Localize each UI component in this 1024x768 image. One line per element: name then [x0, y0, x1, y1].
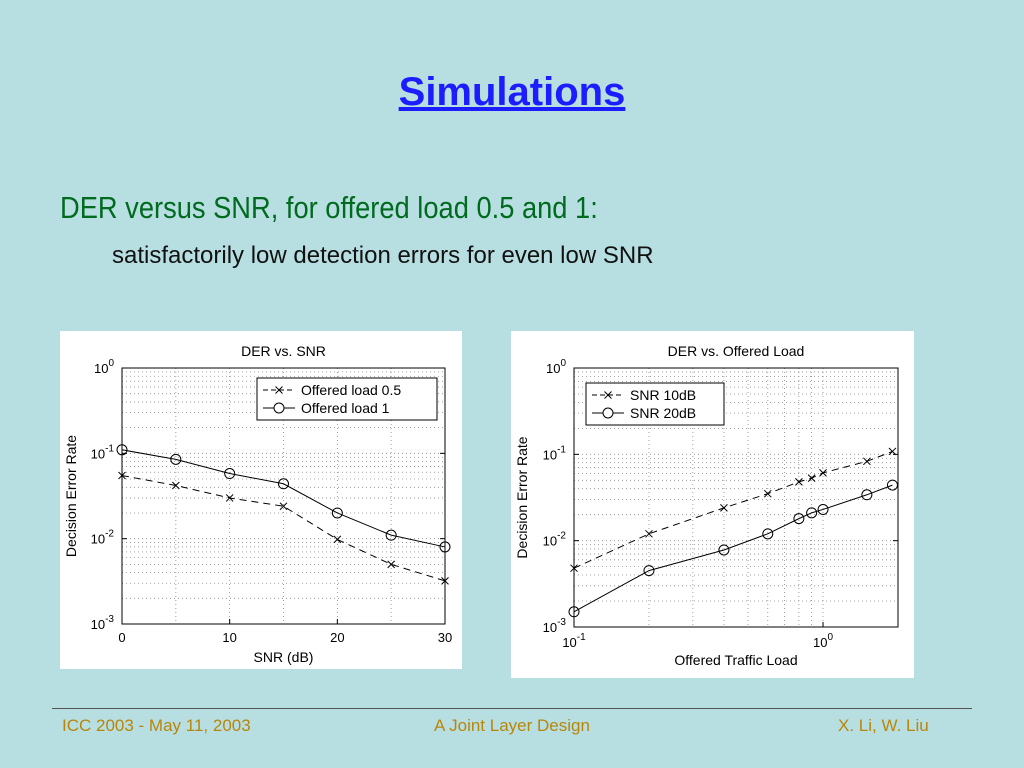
plot-area-frame	[573, 367, 899, 628]
data-point-x	[763, 489, 772, 498]
x-tick-label: 10-1	[562, 632, 586, 650]
data-point-x	[888, 447, 897, 456]
chart-title: DER vs. SNR	[241, 343, 326, 359]
x-tick-label: 20	[330, 630, 344, 645]
y-tick-label: 10-1	[543, 444, 567, 462]
legend-label: Offered load 0.5	[301, 382, 401, 398]
marker-stroke	[888, 447, 897, 456]
y-tick-label: 10-1	[91, 443, 115, 461]
data-point-circle	[278, 478, 289, 490]
marker-stroke	[387, 560, 396, 569]
data-point-circle	[817, 503, 829, 515]
data-point-circle	[568, 606, 580, 618]
plot-area-frame	[121, 367, 446, 625]
data-point-x	[645, 529, 653, 538]
chart-title: DER vs. Offered Load	[668, 343, 805, 359]
legend-marker-circle	[273, 402, 285, 414]
marker-stroke	[333, 535, 342, 544]
data-point-circle	[806, 507, 818, 519]
data-point-x	[225, 494, 234, 502]
x-tick-label: 10	[222, 630, 236, 645]
series-line-1	[573, 450, 893, 569]
data-point-circle	[331, 507, 343, 519]
data-point-x	[570, 564, 578, 573]
y-tick-label: 100	[546, 358, 566, 376]
marker-stroke	[763, 489, 772, 498]
marker-stroke	[225, 494, 234, 502]
data-point-circle	[793, 513, 805, 525]
data-point-circle	[385, 529, 397, 541]
data-point-x	[387, 560, 396, 569]
marker-stroke	[819, 469, 827, 477]
der-vs-snr-chart-panel: DER vs. SNR 100 10-1 10-2 10-3 0 10 20 30 SNR (dB…	[60, 331, 462, 669]
data-point-circle	[886, 479, 898, 491]
slide-subtitle: DER versus SNR, for offered load 0.5 and…	[60, 190, 598, 225]
y-tick-label: 10-3	[91, 614, 115, 632]
marker-stroke	[279, 502, 288, 511]
legend-label: SNR 20dB	[630, 405, 696, 421]
legend-label: Offered load 1	[301, 400, 390, 416]
y-tick-label: 100	[94, 358, 114, 376]
marker-stroke	[795, 477, 803, 486]
data-point-x	[333, 535, 342, 544]
data-point-circle	[439, 541, 451, 553]
marker-stroke	[807, 474, 816, 482]
legend-label: SNR 10dB	[630, 387, 696, 403]
data-point-circle	[861, 489, 873, 501]
der-vs-load-chart-panel: DER vs. Offered Load 100 10-1 10-2 10-3 10-1 1…	[511, 331, 914, 678]
slide-title: Simulations	[398, 70, 626, 114]
y-axis-label: Decision Error Rate	[514, 436, 530, 558]
data-point-circle	[170, 453, 182, 465]
y-tick-label: 10-2	[543, 531, 567, 549]
data-point-x	[441, 577, 449, 585]
x-axis-label: SNR (dB)	[254, 649, 314, 665]
slide-bullet: satisfactorily low detection errors for …	[112, 242, 654, 269]
x-axis-label: Offered Traffic Load	[674, 652, 797, 668]
x-tick-label: 30	[438, 630, 452, 645]
footer-title: A Joint Layer Design	[434, 716, 590, 735]
marker-stroke	[570, 564, 578, 573]
legend-marker-x	[275, 386, 283, 394]
footer-date: ICC 2003 - May 11, 2003	[62, 716, 251, 735]
data-point-circle	[718, 544, 730, 556]
footer-authors: X. Li, W. Liu	[838, 716, 929, 735]
y-axis-label: Decision Error Rate	[63, 435, 79, 557]
data-point-x	[795, 477, 803, 486]
y-tick-label: 10-3	[543, 617, 567, 635]
x-tick-label: 0	[118, 630, 125, 645]
data-point-x	[118, 471, 126, 480]
data-point-circle	[762, 528, 774, 540]
series-line-2	[573, 484, 893, 613]
data-point-circle	[116, 444, 128, 456]
data-point-x	[720, 503, 728, 512]
data-point-x	[279, 502, 288, 511]
data-point-x	[171, 481, 180, 490]
series-line-2	[121, 449, 446, 548]
marker-stroke	[720, 503, 728, 512]
legend-marker-x	[604, 391, 612, 399]
y-tick-label: 10-2	[91, 529, 115, 547]
der-vs-snr-chart: DER vs. SNR 100 10-1 10-2 10-30 10 20 30 SNR (dB…	[63, 343, 452, 665]
data-point-x	[863, 457, 871, 466]
data-point-x	[807, 474, 816, 482]
marker-stroke	[171, 481, 180, 490]
data-point-circle	[224, 468, 236, 480]
data-point-x	[819, 469, 827, 477]
footer-divider	[52, 708, 972, 709]
legend-box	[256, 377, 438, 421]
marker-stroke	[645, 529, 653, 538]
data-point-circle	[643, 565, 655, 577]
x-tick-label: 100	[813, 632, 833, 650]
marker-stroke	[863, 457, 871, 466]
marker-stroke	[118, 471, 126, 480]
legend-marker-circle	[602, 407, 614, 419]
marker-stroke	[441, 577, 449, 585]
